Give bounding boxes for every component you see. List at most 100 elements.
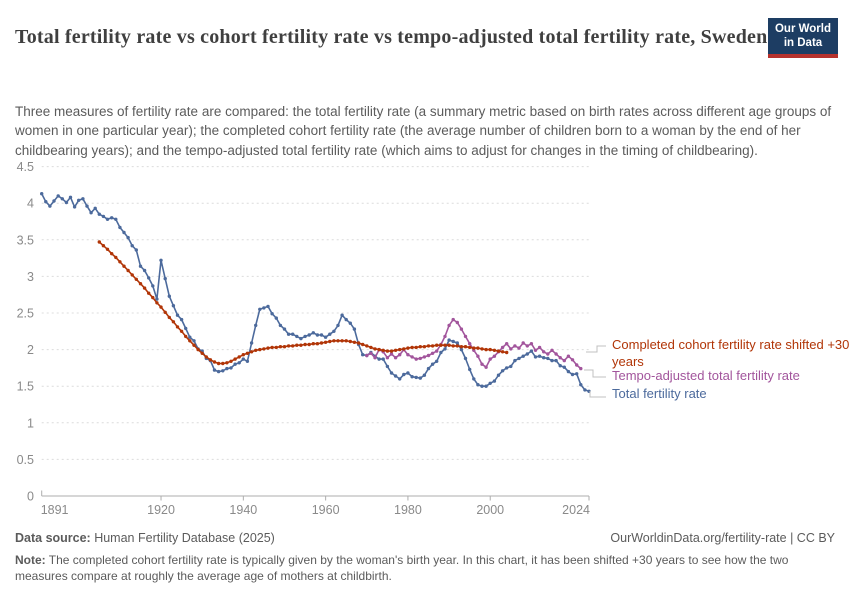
data-point-total-fertility-rate[interactable]	[344, 317, 348, 322]
data-point-completed-cohort-fertility-rate-shifted-30-years[interactable]	[118, 260, 122, 264]
data-point-completed-cohort-fertility-rate-shifted-30-years[interactable]	[406, 346, 410, 350]
data-point-completed-cohort-fertility-rate-shifted-30-years[interactable]	[328, 339, 332, 344]
data-point-tempo-adjusted-total-fertility-rate[interactable]	[517, 346, 521, 350]
data-point-total-fertility-rate[interactable]	[274, 316, 278, 320]
data-point-completed-cohort-fertility-rate-shifted-30-years[interactable]	[505, 350, 509, 355]
data-point-total-fertility-rate[interactable]	[307, 333, 311, 337]
data-point-completed-cohort-fertility-rate-shifted-30-years[interactable]	[110, 252, 114, 256]
data-point-completed-cohort-fertility-rate-shifted-30-years[interactable]	[266, 346, 270, 350]
data-point-total-fertility-rate[interactable]	[348, 321, 352, 325]
data-point-total-fertility-rate[interactable]	[216, 369, 221, 374]
data-point-completed-cohort-fertility-rate-shifted-30-years[interactable]	[451, 344, 455, 348]
data-point-completed-cohort-fertility-rate-shifted-30-years[interactable]	[463, 345, 468, 349]
data-point-total-fertility-rate[interactable]	[266, 304, 270, 309]
data-point-completed-cohort-fertility-rate-shifted-30-years[interactable]	[365, 344, 369, 348]
data-point-total-fertility-rate[interactable]	[278, 323, 283, 328]
data-point-completed-cohort-fertility-rate-shifted-30-years[interactable]	[398, 347, 402, 352]
owid-link[interactable]: OurWorldinData.org/fertility-rate | CC B…	[610, 531, 835, 545]
data-point-total-fertility-rate[interactable]	[68, 195, 73, 199]
data-point-total-fertility-rate[interactable]	[562, 365, 566, 369]
data-point-total-fertility-rate[interactable]	[241, 357, 245, 361]
data-point-total-fertility-rate[interactable]	[147, 276, 151, 280]
data-point-total-fertility-rate[interactable]	[221, 369, 225, 373]
data-point-total-fertility-rate[interactable]	[505, 366, 509, 370]
data-point-completed-cohort-fertility-rate-shifted-30-years[interactable]	[216, 361, 221, 366]
data-point-tempo-adjusted-total-fertility-rate[interactable]	[521, 341, 525, 345]
data-point-total-fertility-rate[interactable]	[130, 244, 134, 248]
data-point-completed-cohort-fertility-rate-shifted-30-years[interactable]	[311, 342, 315, 346]
data-point-completed-cohort-fertility-rate-shifted-30-years[interactable]	[196, 347, 200, 352]
legend-label-total-fertility[interactable]: Total fertility rate	[612, 386, 707, 401]
data-point-completed-cohort-fertility-rate-shifted-30-years[interactable]	[114, 255, 118, 260]
data-point-tempo-adjusted-total-fertility-rate[interactable]	[566, 354, 571, 358]
data-point-completed-cohort-fertility-rate-shifted-30-years[interactable]	[348, 339, 352, 344]
data-point-completed-cohort-fertility-rate-shifted-30-years[interactable]	[439, 343, 443, 347]
data-point-completed-cohort-fertility-rate-shifted-30-years[interactable]	[159, 305, 163, 309]
data-point-tempo-adjusted-total-fertility-rate[interactable]	[398, 353, 402, 357]
data-point-total-fertility-rate[interactable]	[212, 368, 217, 372]
data-point-total-fertility-rate[interactable]	[179, 317, 184, 322]
data-point-total-fertility-rate[interactable]	[377, 357, 381, 361]
data-point-total-fertility-rate[interactable]	[402, 372, 406, 377]
data-point-tempo-adjusted-total-fertility-rate[interactable]	[426, 353, 431, 358]
data-point-completed-cohort-fertility-rate-shifted-30-years[interactable]	[307, 342, 311, 347]
data-point-total-fertility-rate[interactable]	[93, 206, 97, 210]
data-point-tempo-adjusted-total-fertility-rate[interactable]	[410, 355, 414, 359]
data-point-completed-cohort-fertility-rate-shifted-30-years[interactable]	[163, 310, 167, 314]
data-point-total-fertility-rate[interactable]	[159, 258, 163, 262]
data-point-tempo-adjusted-total-fertility-rate[interactable]	[468, 342, 472, 346]
data-point-completed-cohort-fertility-rate-shifted-30-years[interactable]	[155, 301, 159, 305]
data-point-total-fertility-rate[interactable]	[114, 217, 118, 221]
data-point-completed-cohort-fertility-rate-shifted-30-years[interactable]	[340, 339, 344, 343]
data-point-completed-cohort-fertility-rate-shifted-30-years[interactable]	[323, 340, 328, 344]
data-point-completed-cohort-fertility-rate-shifted-30-years[interactable]	[496, 349, 501, 353]
data-point-total-fertility-rate[interactable]	[570, 372, 575, 377]
data-point-completed-cohort-fertility-rate-shifted-30-years[interactable]	[484, 347, 488, 352]
data-point-completed-cohort-fertility-rate-shifted-30-years[interactable]	[101, 244, 106, 248]
data-point-tempo-adjusted-total-fertility-rate[interactable]	[558, 356, 562, 360]
data-point-total-fertility-rate[interactable]	[381, 357, 385, 361]
data-point-total-fertility-rate[interactable]	[72, 205, 77, 209]
data-point-completed-cohort-fertility-rate-shifted-30-years[interactable]	[492, 348, 497, 352]
data-point-total-fertility-rate[interactable]	[352, 327, 357, 331]
data-point-total-fertility-rate[interactable]	[237, 361, 241, 365]
data-point-completed-cohort-fertility-rate-shifted-30-years[interactable]	[274, 345, 278, 350]
data-point-tempo-adjusted-total-fertility-rate[interactable]	[373, 356, 377, 360]
data-point-completed-cohort-fertility-rate-shifted-30-years[interactable]	[402, 347, 406, 351]
data-point-tempo-adjusted-total-fertility-rate[interactable]	[537, 345, 542, 350]
data-point-total-fertility-rate[interactable]	[138, 264, 143, 268]
data-point-tempo-adjusted-total-fertility-rate[interactable]	[459, 327, 464, 331]
data-point-total-fertility-rate[interactable]	[443, 347, 447, 351]
data-point-total-fertility-rate[interactable]	[97, 212, 102, 216]
data-point-total-fertility-rate[interactable]	[414, 375, 418, 380]
data-point-completed-cohort-fertility-rate-shifted-30-years[interactable]	[356, 341, 361, 345]
data-point-tempo-adjusted-total-fertility-rate[interactable]	[435, 349, 439, 353]
data-point-tempo-adjusted-total-fertility-rate[interactable]	[406, 353, 410, 357]
data-point-completed-cohort-fertility-rate-shifted-30-years[interactable]	[225, 361, 229, 365]
data-point-completed-cohort-fertility-rate-shifted-30-years[interactable]	[500, 350, 505, 354]
data-point-total-fertility-rate[interactable]	[52, 199, 56, 203]
data-point-completed-cohort-fertility-rate-shifted-30-years[interactable]	[126, 268, 130, 273]
data-point-completed-cohort-fertility-rate-shifted-30-years[interactable]	[468, 345, 472, 350]
data-point-total-fertility-rate[interactable]	[254, 323, 258, 328]
data-point-total-fertility-rate[interactable]	[517, 356, 521, 361]
data-point-tempo-adjusted-total-fertility-rate[interactable]	[525, 344, 529, 348]
data-point-completed-cohort-fertility-rate-shifted-30-years[interactable]	[393, 348, 398, 352]
data-point-tempo-adjusted-total-fertility-rate[interactable]	[484, 365, 488, 369]
data-point-total-fertility-rate[interactable]	[575, 372, 579, 376]
series-line-completed-cohort-fertility-rate-shifted-30-years[interactable]	[98, 241, 507, 365]
data-point-completed-cohort-fertility-rate-shifted-30-years[interactable]	[410, 345, 414, 350]
data-point-total-fertility-rate[interactable]	[583, 388, 587, 392]
data-point-total-fertility-rate[interactable]	[451, 339, 455, 344]
data-point-completed-cohort-fertility-rate-shifted-30-years[interactable]	[352, 340, 357, 344]
data-point-completed-cohort-fertility-rate-shifted-30-years[interactable]	[303, 342, 307, 347]
data-point-total-fertility-rate[interactable]	[64, 200, 69, 205]
data-point-completed-cohort-fertility-rate-shifted-30-years[interactable]	[134, 277, 138, 281]
data-point-total-fertility-rate[interactable]	[550, 358, 554, 363]
data-point-tempo-adjusted-total-fertility-rate[interactable]	[509, 347, 513, 351]
data-point-completed-cohort-fertility-rate-shifted-30-years[interactable]	[435, 343, 439, 347]
data-point-completed-cohort-fertility-rate-shifted-30-years[interactable]	[97, 240, 102, 244]
data-point-total-fertility-rate[interactable]	[484, 384, 488, 388]
data-point-total-fertility-rate[interactable]	[422, 373, 427, 377]
